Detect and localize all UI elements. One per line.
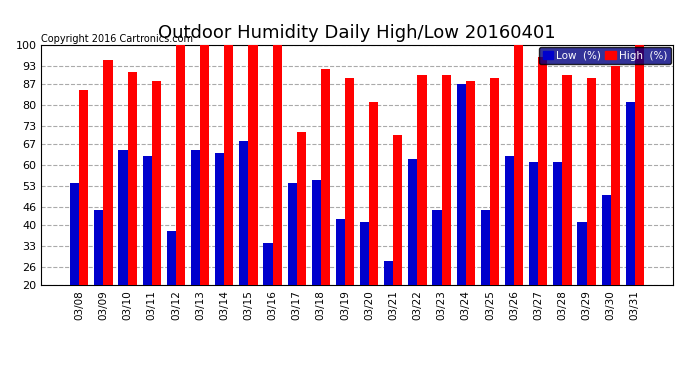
Bar xyxy=(457,84,466,285)
Bar xyxy=(224,45,233,285)
Bar xyxy=(248,45,257,285)
Bar xyxy=(481,210,490,285)
Bar xyxy=(143,156,152,285)
Bar xyxy=(70,183,79,285)
Bar xyxy=(578,222,586,285)
Bar xyxy=(635,45,644,285)
Title: Outdoor Humidity Daily High/Low 20160401: Outdoor Humidity Daily High/Low 20160401 xyxy=(158,24,556,42)
Bar xyxy=(553,162,562,285)
Bar xyxy=(505,156,514,285)
Bar xyxy=(466,81,475,285)
Legend: Low  (%), High  (%): Low (%), High (%) xyxy=(539,47,671,64)
Bar xyxy=(433,210,442,285)
Bar xyxy=(490,78,499,285)
Bar xyxy=(95,210,103,285)
Bar xyxy=(408,159,417,285)
Bar xyxy=(626,102,635,285)
Bar xyxy=(119,150,128,285)
Bar xyxy=(562,75,571,285)
Bar xyxy=(312,180,321,285)
Bar xyxy=(393,135,402,285)
Bar xyxy=(167,231,176,285)
Text: Copyright 2016 Cartronics.com: Copyright 2016 Cartronics.com xyxy=(41,34,193,44)
Bar xyxy=(79,90,88,285)
Bar xyxy=(360,222,369,285)
Bar xyxy=(104,60,112,285)
Bar xyxy=(215,153,224,285)
Bar xyxy=(442,75,451,285)
Bar xyxy=(586,78,595,285)
Bar xyxy=(152,81,161,285)
Bar xyxy=(384,261,393,285)
Bar xyxy=(297,132,306,285)
Bar xyxy=(514,45,523,285)
Bar xyxy=(369,102,378,285)
Bar xyxy=(288,183,297,285)
Bar xyxy=(321,69,330,285)
Bar xyxy=(602,195,611,285)
Bar xyxy=(239,141,248,285)
Bar xyxy=(336,219,345,285)
Bar xyxy=(264,243,273,285)
Bar xyxy=(417,75,426,285)
Bar xyxy=(191,150,200,285)
Bar xyxy=(529,162,538,285)
Bar xyxy=(176,45,185,285)
Bar xyxy=(538,57,547,285)
Bar xyxy=(200,45,209,285)
Bar xyxy=(611,66,620,285)
Bar xyxy=(345,78,354,285)
Bar xyxy=(273,45,282,285)
Bar xyxy=(128,72,137,285)
